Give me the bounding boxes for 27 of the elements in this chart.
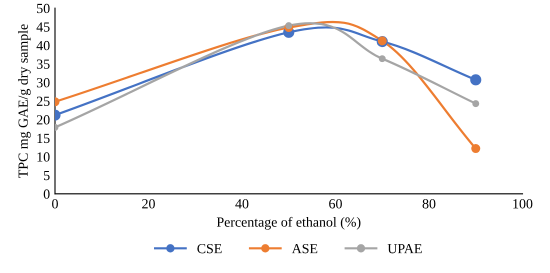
y-tick-label: 40	[36, 40, 50, 50]
y-tick-label: 5	[44, 170, 50, 180]
point	[472, 100, 480, 108]
y-tick-label: 35	[36, 60, 50, 69]
point	[471, 144, 480, 154]
x-tick-label: 80	[422, 199, 436, 208]
y-tick-label: 0	[44, 189, 50, 199]
y-tick-label: 50	[37, 4, 50, 14]
y-tick-label: 15	[37, 134, 50, 144]
point	[285, 22, 292, 30]
x-tick-label: 20	[142, 199, 155, 208]
y-tick-label: 25	[36, 96, 50, 106]
point	[378, 55, 386, 62]
x-tick-label: 40	[235, 199, 248, 208]
y-tick-label: 45	[36, 22, 50, 32]
y-tick-label: 30	[36, 78, 50, 88]
y-tick-label: 10	[37, 152, 50, 162]
x-axis-title: Percentage of ethanol (%)	[216, 216, 360, 230]
y-axis-title: TPC mg GAE/g dry sample	[18, 24, 31, 178]
legend-label: ASE	[292, 244, 318, 254]
y-tick-label: 20	[36, 115, 50, 125]
point	[470, 74, 482, 86]
x-tick-label: 60	[329, 199, 342, 208]
x-tick-label: 0	[52, 199, 58, 208]
legend-label: CSE	[197, 244, 222, 254]
legend-label: UPAE	[388, 244, 422, 254]
x-tick-label: 100	[513, 199, 532, 208]
